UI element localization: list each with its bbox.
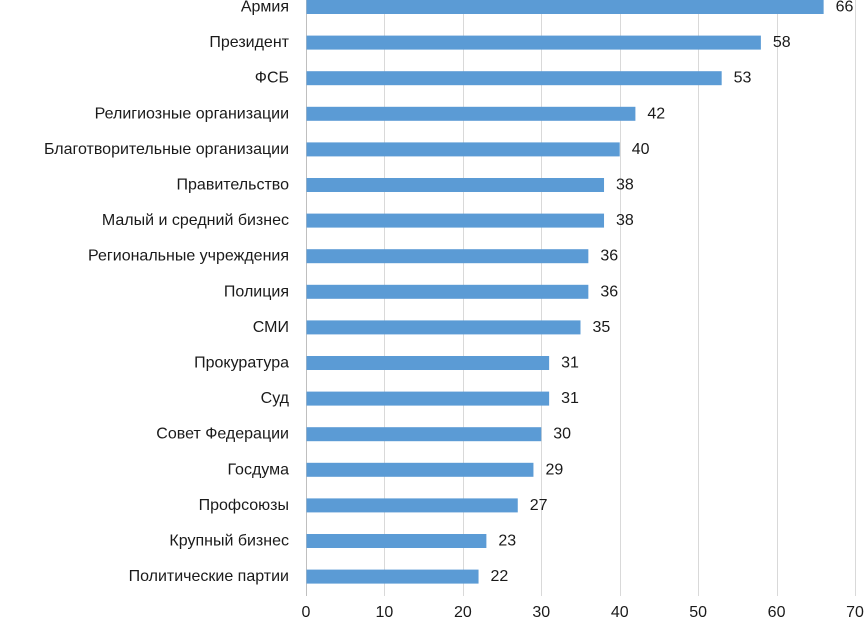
bar [306, 178, 605, 192]
value-label: 42 [647, 105, 665, 122]
bar [306, 142, 620, 157]
category-label: Малый и средний бизнес [102, 212, 289, 229]
x-axis-ticks: 0 10 20 30 40 50 60 70 [302, 604, 864, 621]
x-tick-label: 20 [454, 604, 472, 621]
bar [306, 320, 581, 335]
value-label: 30 [553, 426, 571, 443]
value-labels: 66 58 53 42 40 38 38 36 36 35 31 31 30 29 27 23 22 [491, 0, 854, 585]
category-label: Госдума [227, 461, 289, 478]
bar [306, 462, 534, 477]
category-label: ФСБ [255, 70, 289, 87]
value-label: 36 [600, 248, 618, 265]
bars [306, 0, 824, 584]
value-label: 36 [600, 283, 618, 300]
category-label: Армия [241, 0, 289, 16]
bar [306, 71, 722, 86]
bar [306, 427, 542, 442]
category-label: Крупный бизнес [169, 533, 289, 550]
category-label: Политические партии [129, 568, 289, 585]
x-tick-label: 50 [689, 604, 707, 621]
category-labels: Армия Президент ФСБ Религиозные организации… [44, 0, 290, 585]
bar [306, 569, 479, 584]
value-label: 53 [734, 70, 752, 87]
category-label: Полиция [224, 283, 289, 300]
x-tick-label: 30 [532, 604, 550, 621]
x-tick-label: 10 [376, 604, 394, 621]
category-label: Президент [209, 34, 289, 51]
value-label: 27 [530, 497, 548, 514]
category-label: Совет Федерации [156, 426, 289, 443]
bar [306, 498, 518, 513]
bar [306, 35, 761, 50]
category-label: СМИ [253, 319, 289, 336]
x-tick-label: 60 [768, 604, 786, 621]
x-tick-label: 70 [846, 604, 864, 621]
value-label: 29 [545, 461, 563, 478]
value-label: 31 [561, 390, 579, 407]
x-tick-label: 0 [302, 604, 311, 621]
category-label: Профсоюзы [199, 497, 289, 514]
bar [306, 284, 589, 299]
bar [306, 534, 487, 548]
category-label: Суд [261, 390, 290, 407]
category-label: Благотворительные организации [44, 141, 289, 158]
bar [306, 213, 605, 228]
value-label: 23 [498, 533, 516, 550]
bar [306, 356, 550, 370]
value-label: 38 [616, 177, 634, 194]
bar [306, 391, 550, 406]
value-label: 31 [561, 355, 579, 372]
value-label: 38 [616, 212, 634, 229]
x-tick-label: 40 [611, 604, 629, 621]
category-label: Региональные учреждения [88, 248, 289, 265]
value-label: 22 [491, 568, 509, 585]
bar [306, 249, 589, 264]
value-label: 58 [773, 34, 791, 51]
bar [306, 0, 824, 14]
category-label: Религиозные организации [95, 105, 289, 122]
value-label: 40 [632, 141, 650, 158]
category-label: Прокуратура [194, 355, 289, 372]
value-label: 35 [593, 319, 611, 336]
bar [306, 106, 636, 121]
value-label: 66 [836, 0, 854, 16]
category-label: Правительство [177, 177, 290, 194]
